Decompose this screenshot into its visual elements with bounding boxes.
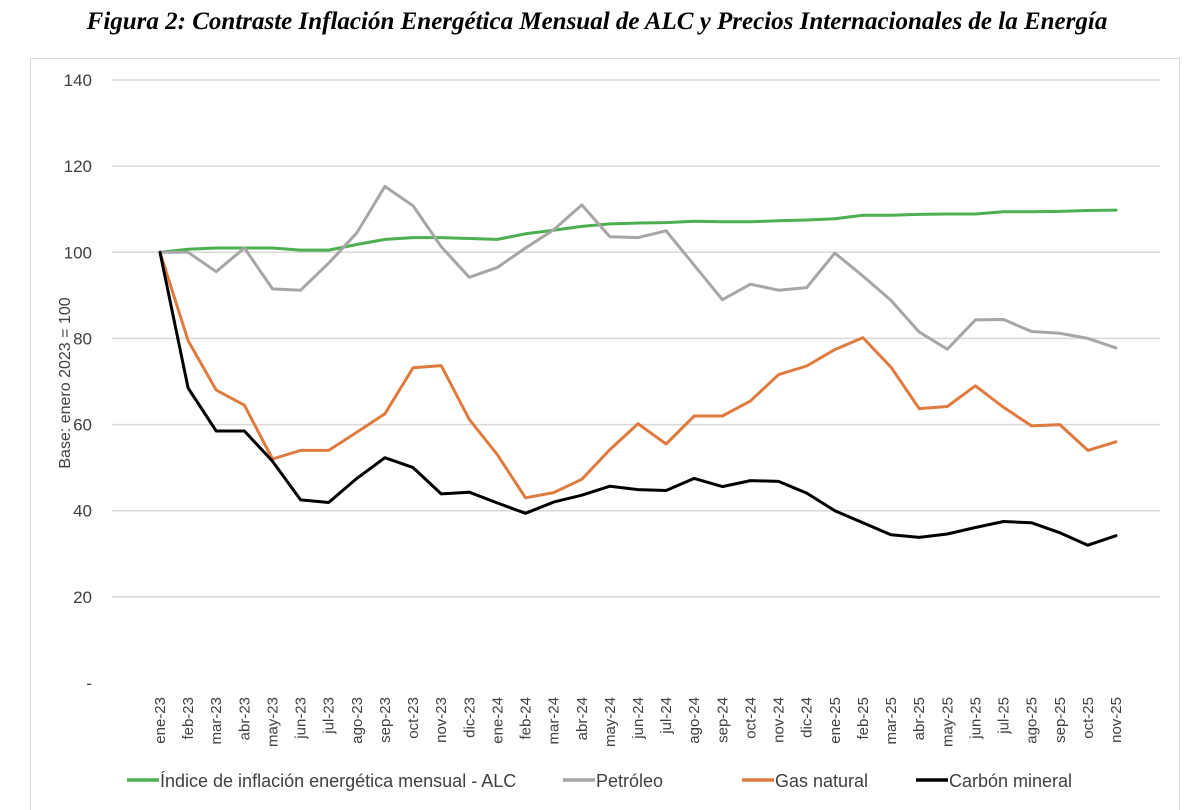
x-tick-label: jul-25 bbox=[996, 697, 1013, 735]
x-tick-label: oct-23 bbox=[405, 697, 422, 739]
y-tick-label: 120 bbox=[64, 157, 92, 176]
y-axis-label: Base: enero 2023 = 100 bbox=[57, 297, 74, 468]
x-tick-label: mar-25 bbox=[883, 697, 900, 745]
x-tick-label: jun-25 bbox=[967, 697, 984, 740]
x-tick-label: sep-25 bbox=[1052, 697, 1069, 743]
chart-frame bbox=[30, 58, 1180, 810]
x-tick-label: jul-23 bbox=[321, 697, 338, 735]
y-tick-label: 80 bbox=[73, 329, 92, 348]
x-tick-label: abr-24 bbox=[574, 697, 591, 740]
x-tick-label: feb-23 bbox=[180, 697, 197, 740]
y-tick-label: 60 bbox=[73, 416, 92, 435]
y-tick-label: 100 bbox=[64, 243, 92, 262]
x-tick-label: may-23 bbox=[264, 697, 281, 747]
x-tick-label: jul-24 bbox=[658, 697, 675, 735]
x-tick-label: nov-23 bbox=[433, 697, 450, 743]
legend-label: Gas natural bbox=[775, 771, 868, 791]
x-tick-label: may-25 bbox=[939, 697, 956, 747]
x-tick-label: dic-23 bbox=[461, 697, 478, 738]
x-axis-ticks: ene-23 feb-23 mar-23 abr-23 may-23 jun-23 jul-… bbox=[152, 697, 1125, 747]
x-tick-label: nov-24 bbox=[771, 697, 788, 743]
series-lines bbox=[158, 184, 1118, 547]
series-line-1 bbox=[158, 184, 1118, 351]
legend-label: Carbón mineral bbox=[949, 771, 1072, 791]
x-tick-label: mar-23 bbox=[208, 697, 225, 745]
legend-label: Índice de inflación energética mensual -… bbox=[160, 771, 516, 791]
x-tick-label: nov-25 bbox=[1108, 697, 1125, 743]
x-tick-label: mar-24 bbox=[546, 697, 563, 745]
x-tick-label: ago-24 bbox=[686, 697, 703, 744]
x-tick-label: sep-24 bbox=[714, 697, 731, 743]
x-tick-label: dic-24 bbox=[799, 697, 816, 738]
y-axis-ticks: - 20 40 60 80 100 120 140 bbox=[64, 71, 92, 693]
gridlines bbox=[112, 79, 1160, 598]
x-tick-label: ago-23 bbox=[349, 697, 366, 744]
x-tick-label: may-24 bbox=[602, 697, 619, 747]
x-tick-label: ene-25 bbox=[827, 697, 844, 744]
x-tick-label: abr-25 bbox=[911, 697, 928, 740]
x-tick-label: oct-24 bbox=[742, 697, 759, 739]
x-tick-label: ago-25 bbox=[1024, 697, 1041, 744]
y-tick-label: - bbox=[86, 674, 92, 693]
x-tick-label: ene-24 bbox=[489, 697, 506, 744]
x-tick-label: abr-23 bbox=[236, 697, 253, 740]
legend-label: Petróleo bbox=[596, 771, 663, 791]
series-line-0 bbox=[158, 208, 1118, 254]
x-tick-label: ene-23 bbox=[152, 697, 169, 744]
y-tick-label: 140 bbox=[64, 71, 92, 90]
series-line-3 bbox=[158, 250, 1118, 547]
y-tick-label: 20 bbox=[73, 588, 92, 607]
x-tick-label: jun-24 bbox=[630, 697, 647, 740]
series-line-2 bbox=[158, 250, 1118, 500]
y-tick-label: 40 bbox=[73, 502, 92, 521]
x-tick-label: jun-23 bbox=[293, 697, 310, 740]
x-tick-label: oct-25 bbox=[1080, 697, 1097, 739]
figure-title: Figura 2: Contraste Inflación Energética… bbox=[86, 8, 1108, 35]
legend: Índice de inflación energética mensual -… bbox=[127, 771, 1072, 791]
x-tick-label: feb-24 bbox=[518, 697, 535, 740]
x-tick-label: sep-23 bbox=[377, 697, 394, 743]
x-tick-label: feb-25 bbox=[855, 697, 872, 740]
